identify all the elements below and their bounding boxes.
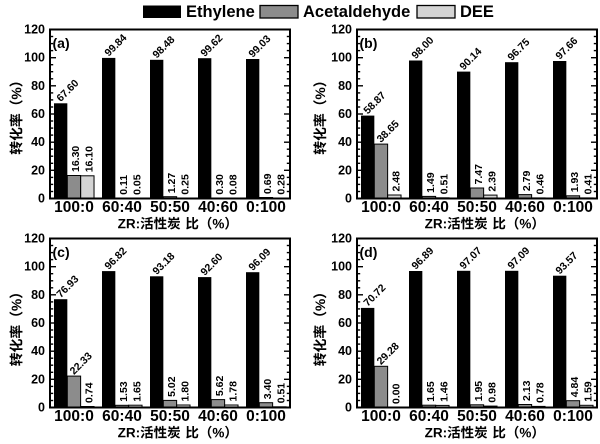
svg-text:2.79: 2.79 [521,171,533,192]
svg-text:120: 120 [24,23,45,37]
svg-text:0: 0 [345,401,352,415]
svg-text:(b): (b) [360,35,378,51]
svg-text:80: 80 [31,288,45,302]
svg-text:0.41: 0.41 [582,174,594,195]
svg-text:0:100: 0:100 [246,408,286,425]
svg-text:7.47: 7.47 [473,164,485,185]
svg-text:0.98: 0.98 [486,382,498,403]
svg-text:40:60: 40:60 [198,408,238,425]
svg-text:100:0: 100:0 [54,199,94,216]
svg-text:2.48: 2.48 [390,171,402,192]
svg-text:0:100: 0:100 [553,199,593,216]
svg-text:0.08: 0.08 [227,174,239,195]
svg-text:40:60: 40:60 [505,408,545,425]
svg-text:120: 120 [331,232,352,246]
svg-text:0: 0 [345,192,352,206]
svg-text:1.49: 1.49 [425,172,437,193]
svg-text:1.46: 1.46 [438,381,450,402]
svg-text:3.40: 3.40 [262,379,274,400]
svg-text:1.65: 1.65 [131,381,143,402]
svg-text:0.30: 0.30 [214,174,226,195]
svg-text:DEE: DEE [460,3,494,21]
svg-text:80: 80 [31,79,45,93]
svg-text:20: 20 [31,163,45,177]
svg-text:100: 100 [24,260,45,274]
svg-text:20: 20 [338,372,352,386]
svg-text:0.00: 0.00 [390,383,402,404]
svg-text:0: 0 [38,401,45,415]
svg-text:100: 100 [331,260,352,274]
svg-text:100:0: 100:0 [54,408,94,425]
svg-text:(a): (a) [53,35,70,51]
svg-text:0.51: 0.51 [438,174,450,195]
svg-text:0:100: 0:100 [246,199,286,216]
svg-text:1.59: 1.59 [582,381,594,402]
svg-text:1.27: 1.27 [166,173,178,194]
svg-text:0.46: 0.46 [534,174,546,195]
svg-text:1.65: 1.65 [425,381,437,402]
svg-text:1.80: 1.80 [179,381,191,402]
svg-text:0.51: 0.51 [275,383,287,404]
svg-text:40: 40 [338,135,352,149]
svg-text:80: 80 [338,288,352,302]
svg-text:Acetaldehyde: Acetaldehyde [303,3,410,21]
svg-text:4.84: 4.84 [569,377,581,398]
svg-text:20: 20 [338,163,352,177]
svg-text:2.39: 2.39 [486,171,498,192]
svg-text:16.30: 16.30 [70,146,82,172]
svg-text:40: 40 [31,344,45,358]
svg-text:5.02: 5.02 [166,376,178,397]
svg-text:0: 0 [38,192,45,206]
svg-text:80: 80 [338,79,352,93]
svg-text:60:40: 60:40 [102,408,142,425]
svg-text:50:50: 50:50 [457,199,497,216]
svg-text:100:0: 100:0 [361,408,401,425]
svg-text:120: 120 [24,232,45,246]
svg-text:(d): (d) [360,244,378,260]
svg-text:Ethylene: Ethylene [186,3,255,21]
svg-text:1.95: 1.95 [473,381,485,402]
svg-text:0.74: 0.74 [83,382,95,403]
svg-text:40:60: 40:60 [505,199,545,216]
svg-text:0:100: 0:100 [553,408,593,425]
svg-text:60:40: 60:40 [102,199,142,216]
svg-text:40: 40 [31,135,45,149]
svg-text:100: 100 [24,51,45,65]
svg-text:0.28: 0.28 [275,174,287,195]
svg-text:0.69: 0.69 [262,173,274,194]
svg-text:40: 40 [338,344,352,358]
svg-text:0.11: 0.11 [118,175,130,195]
svg-text:50:50: 50:50 [150,408,190,425]
svg-text:20: 20 [31,372,45,386]
svg-text:0.78: 0.78 [534,382,546,403]
svg-text:50:50: 50:50 [150,199,190,216]
svg-text:60: 60 [338,316,352,330]
svg-text:1.78: 1.78 [227,381,239,402]
svg-text:16.10: 16.10 [83,146,95,172]
svg-text:1.93: 1.93 [569,172,581,193]
svg-text:0.25: 0.25 [179,174,191,195]
svg-text:5.62: 5.62 [214,376,226,397]
svg-text:100: 100 [331,51,352,65]
svg-text:(c): (c) [53,244,70,260]
svg-text:60: 60 [338,107,352,121]
svg-text:100:0: 100:0 [361,199,401,216]
svg-text:2.13: 2.13 [521,380,533,401]
svg-text:40:60: 40:60 [198,199,238,216]
svg-text:60: 60 [31,107,45,121]
svg-text:1.53: 1.53 [118,381,130,402]
svg-text:60:40: 60:40 [409,408,449,425]
svg-text:50:50: 50:50 [457,408,497,425]
svg-text:0.05: 0.05 [131,174,143,195]
svg-text:120: 120 [331,23,352,37]
svg-text:60: 60 [31,316,45,330]
svg-text:60:40: 60:40 [409,199,449,216]
